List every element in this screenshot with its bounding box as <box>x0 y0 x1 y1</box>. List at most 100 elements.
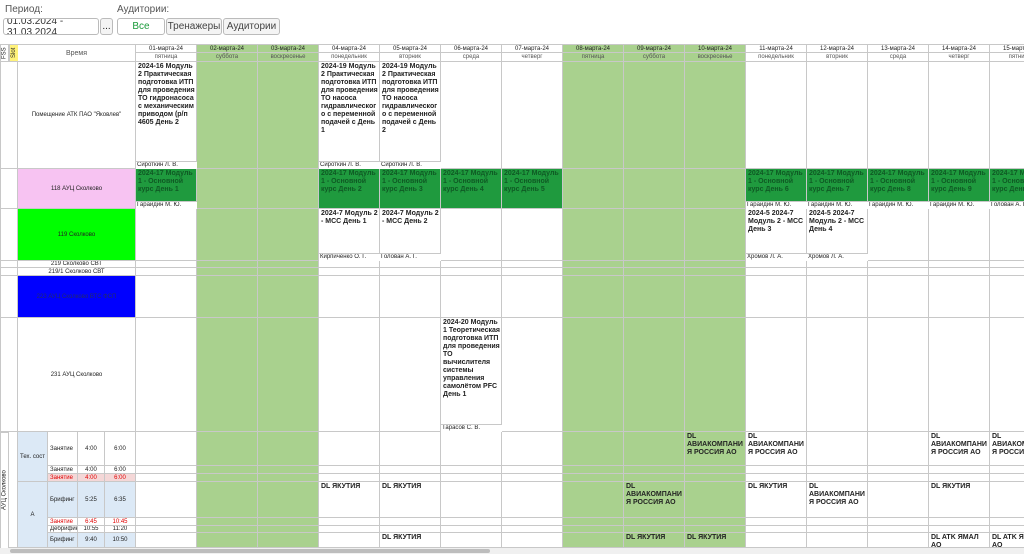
event-person: Сироткин Л. В. <box>319 161 380 169</box>
schedule-cell <box>685 209 746 261</box>
schedule-cell <box>929 526 990 533</box>
schedule-cell <box>868 276 929 318</box>
schedule-cell[interactable] <box>746 432 807 466</box>
date-header: 14-марта-24 <box>929 44 990 53</box>
rooms-label: Аудитории: <box>117 4 170 15</box>
slot-type: Занятие <box>48 432 78 466</box>
event-title: DL ЯКУТИЯ <box>382 534 422 541</box>
schedule-cell <box>624 432 685 466</box>
schedule-cell[interactable] <box>380 482 441 518</box>
scrollbar[interactable] <box>0 548 1024 554</box>
schedule-cell <box>868 526 929 533</box>
slot-type: Занятие <box>48 466 78 474</box>
schedule-cell[interactable] <box>319 482 380 518</box>
schedule-cell <box>441 276 502 318</box>
room-name: 231 АУЦ Сколково <box>18 318 136 432</box>
schedule-cell <box>807 466 868 474</box>
schedule-cell[interactable] <box>319 62 380 169</box>
schedule-cell <box>380 466 441 474</box>
schedule-cell[interactable] <box>929 482 990 518</box>
schedule-cell <box>990 261 1024 268</box>
schedule-cell[interactable] <box>685 432 746 466</box>
schedule-cell <box>624 474 685 482</box>
schedule-cell[interactable] <box>319 169 380 209</box>
schedule-cell[interactable] <box>929 432 990 466</box>
period-input[interactable]: 01.03.2024 - 31.03.2024 <box>3 18 99 35</box>
schedule-cell <box>502 533 563 548</box>
schedule-cell <box>868 482 929 518</box>
schedule-cell <box>136 533 197 548</box>
schedule-cell[interactable] <box>807 482 868 518</box>
filter-button[interactable]: Тренажеры <box>166 18 222 35</box>
scrollbar-thumb[interactable] <box>10 549 490 553</box>
weekday-header: воскресенье <box>685 53 746 62</box>
schedule-cell <box>441 432 502 466</box>
event-title: 2024-19 Модуль 2 Практическая подготовка… <box>382 63 439 134</box>
slot-end: 6:00 <box>105 432 136 466</box>
schedule-cell <box>441 209 502 261</box>
event-title: 2024-20 Модуль 1 Теоретическая подготовк… <box>443 319 500 398</box>
schedule-cell[interactable] <box>929 533 990 548</box>
group-label: А <box>18 482 48 548</box>
filter-button[interactable]: Аудитории <box>223 18 280 35</box>
schedule-cell <box>319 526 380 533</box>
schedule-cell <box>258 169 319 209</box>
schedule-cell <box>807 276 868 318</box>
schedule-cell <box>929 466 990 474</box>
schedule-cell <box>685 466 746 474</box>
period-button[interactable]: ... <box>100 18 113 35</box>
event-title: 2024-16 Модуль 2 Практическая подготовка… <box>138 63 195 126</box>
schedule-cell[interactable] <box>380 169 441 209</box>
schedule-cell <box>563 318 624 432</box>
schedule-cell[interactable] <box>380 533 441 548</box>
schedule-cell[interactable] <box>441 169 502 209</box>
schedule-cell[interactable] <box>136 62 197 169</box>
schedule-cell[interactable] <box>990 533 1024 548</box>
schedule-cell[interactable] <box>685 533 746 548</box>
schedule-cell[interactable] <box>807 209 868 261</box>
schedule-cell <box>807 474 868 482</box>
schedule-cell <box>563 518 624 526</box>
slot-type: Брифинг <box>48 533 78 548</box>
schedule-cell <box>807 318 868 432</box>
schedule-cell <box>258 482 319 518</box>
time-header: Время <box>18 44 136 62</box>
schedule-cell <box>990 466 1024 474</box>
schedule-cell <box>136 518 197 526</box>
date-header: 01-марта-24 <box>136 44 197 53</box>
schedule-cell[interactable] <box>502 169 563 209</box>
schedule-cell <box>441 482 502 518</box>
schedule-cell <box>197 318 258 432</box>
schedule-cell <box>441 62 502 169</box>
event-title: 2024-17 Модуль 1 - Основной курс День 5 <box>504 170 559 193</box>
schedule-cell <box>258 526 319 533</box>
event-title: DL АВИАКОМПАНИЯ РОССИЯ АО <box>626 483 682 506</box>
schedule-cell <box>624 526 685 533</box>
schedule-cell <box>563 432 624 466</box>
schedule-cell <box>197 518 258 526</box>
schedule-cell <box>929 318 990 432</box>
schedule-cell[interactable] <box>624 533 685 548</box>
schedule-cell <box>441 526 502 533</box>
event-title: 2024-17 Модуль 1 - Основной курс День 1 <box>138 170 193 193</box>
schedule-cell[interactable] <box>624 482 685 518</box>
event-title: DL ЯКУТИЯ <box>382 483 422 490</box>
schedule-cell[interactable] <box>441 318 502 432</box>
schedule-cell <box>685 268 746 276</box>
schedule-cell <box>502 482 563 518</box>
event-title: DL ЯКУТИЯ <box>931 483 971 490</box>
schedule-cell[interactable] <box>319 209 380 261</box>
event-title: 2024-7 Модуль 2 - МСС День 2 <box>382 210 439 225</box>
schedule-cell[interactable] <box>990 432 1024 466</box>
schedule-cell[interactable] <box>746 482 807 518</box>
filter-button[interactable]: Все <box>117 18 165 35</box>
schedule-cell <box>441 474 502 482</box>
schedule-cell[interactable] <box>380 209 441 261</box>
schedule-cell <box>563 482 624 518</box>
schedule-cell[interactable] <box>380 62 441 169</box>
event-person: Гарайдин М. Ю. <box>807 201 868 209</box>
schedule-cell <box>990 276 1024 318</box>
schedule-cell <box>868 318 929 432</box>
schedule-cell <box>929 268 990 276</box>
schedule-cell <box>197 526 258 533</box>
